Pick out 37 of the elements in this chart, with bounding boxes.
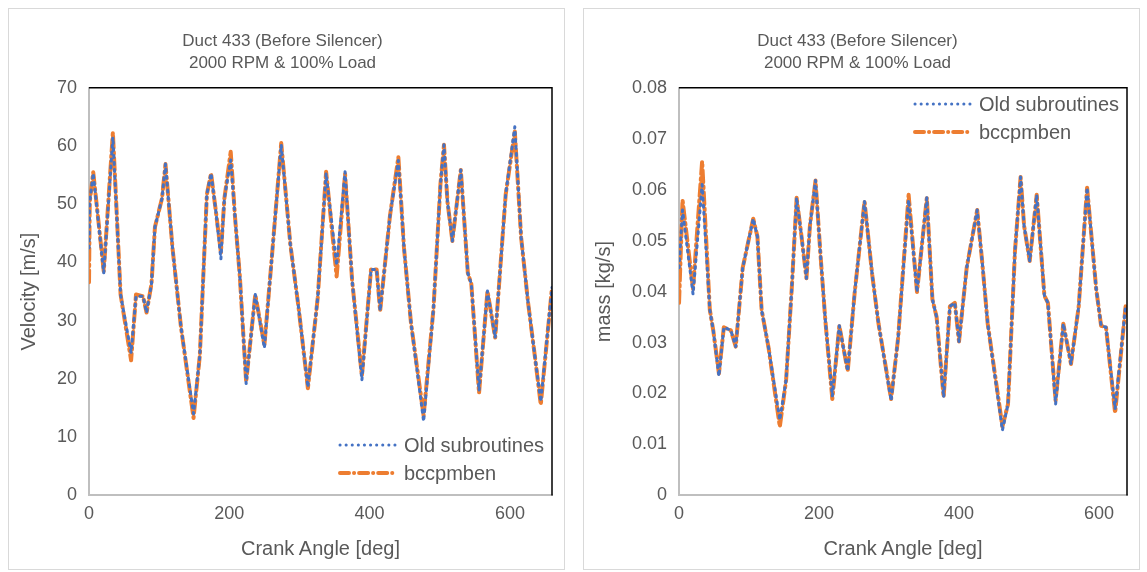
chart-subtitle: 2000 RPM & 100% Load bbox=[763, 53, 952, 73]
x-axis-title: Crank Angle [deg] bbox=[823, 536, 983, 559]
x-tick-label: 600 bbox=[1083, 503, 1115, 524]
x-axis-title: Crank Angle [deg] bbox=[241, 536, 401, 559]
legend-label: Old subroutines bbox=[403, 433, 544, 459]
y-tick-label: 50 bbox=[56, 193, 78, 214]
y-tick-label: 30 bbox=[56, 309, 78, 330]
x-tick-label: 0 bbox=[84, 503, 95, 524]
y-tick-label: 0.08 bbox=[631, 76, 668, 97]
y-tick-label: 0 bbox=[657, 484, 668, 505]
y-tick-label: 0.01 bbox=[631, 433, 668, 454]
y-tick-label: 0 bbox=[67, 484, 78, 505]
legend-label: bccpmben bbox=[978, 119, 1072, 145]
y-tick-label: 0.04 bbox=[631, 280, 668, 301]
x-tick-label: 400 bbox=[354, 503, 385, 524]
y-tick-label: 20 bbox=[56, 367, 78, 388]
y-tick-label: 10 bbox=[56, 426, 78, 447]
chart-subtitle: 2000 RPM & 100% Load bbox=[188, 53, 377, 73]
legend-label: bccpmben bbox=[403, 461, 497, 487]
x-tick-label: 600 bbox=[494, 503, 525, 524]
y-tick-label: 0.03 bbox=[631, 331, 668, 352]
x-tick-label: 200 bbox=[214, 503, 245, 524]
y-tick-label: 40 bbox=[56, 251, 78, 272]
y-tick-label: 0.05 bbox=[631, 229, 668, 250]
y-tick-label: 70 bbox=[56, 76, 78, 97]
y-axis-title: mass [kg/s] bbox=[591, 241, 614, 343]
y-tick-label: 0.07 bbox=[631, 127, 668, 148]
x-tick-label: 200 bbox=[804, 503, 835, 524]
x-tick-label: 400 bbox=[943, 503, 975, 524]
chart-title: Duct 433 (Before Silencer) bbox=[182, 30, 383, 50]
x-tick-label: 0 bbox=[674, 503, 685, 524]
chart-title: Duct 433 (Before Silencer) bbox=[757, 30, 958, 50]
legend-label: Old subroutines bbox=[978, 91, 1119, 117]
y-tick-label: 60 bbox=[56, 135, 78, 155]
y-tick-label: 0.02 bbox=[631, 382, 668, 403]
y-axis-title: Velocity [m/s] bbox=[16, 232, 39, 351]
y-tick-label: 0.06 bbox=[631, 178, 668, 199]
